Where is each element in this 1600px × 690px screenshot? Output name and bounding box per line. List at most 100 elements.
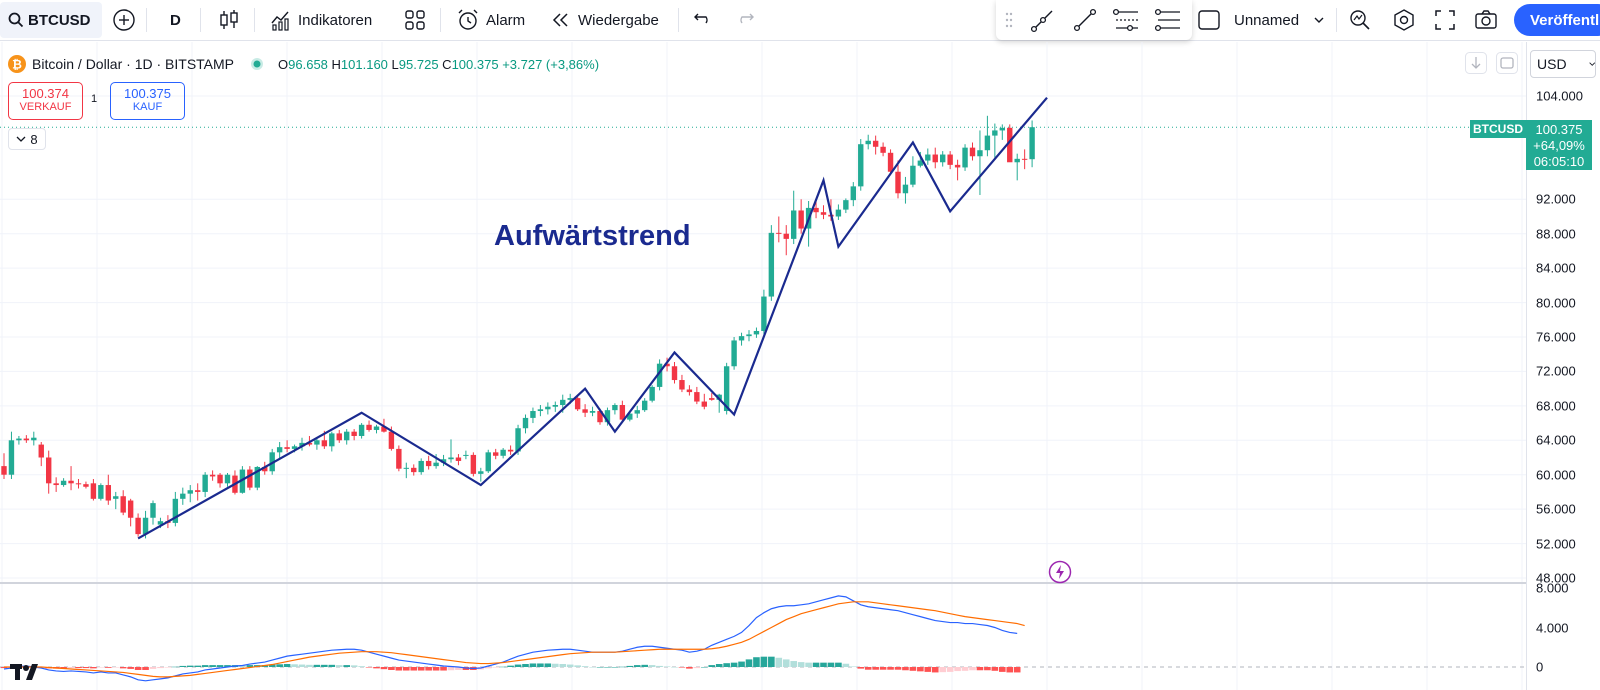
replay-button[interactable]: Wiedergabe [550, 0, 659, 40]
ticker-price-tag: BTCUSD [1470, 120, 1526, 138]
candle-body [1014, 158, 1020, 163]
macd-histogram-bar [641, 664, 648, 667]
candlestick-icon [220, 10, 238, 29]
quick-search-button[interactable] [1348, 0, 1372, 40]
candle-body [68, 480, 74, 484]
candle-body [642, 400, 648, 411]
macd-histogram-bar [157, 667, 164, 669]
candle-body [440, 459, 447, 463]
macd-histogram-bar [857, 667, 865, 669]
candle-body [552, 404, 558, 407]
settings-button[interactable] [1392, 0, 1416, 40]
alarm-button[interactable]: Alarm [456, 0, 525, 40]
macd-histogram-bar [492, 667, 499, 668]
candle-body [709, 398, 715, 400]
currency-select[interactable]: USD [1530, 50, 1596, 78]
macd-histogram-bar [410, 667, 418, 671]
lightning-event-icon[interactable] [1048, 560, 1072, 584]
indicators-collapse-button[interactable]: 8 [8, 128, 46, 150]
candle-body [1029, 127, 1035, 160]
open-key: O [278, 56, 289, 72]
macd-histogram-bar [358, 666, 365, 667]
floating-drawing-toolbar [996, 0, 1192, 40]
macd-histogram-bar [946, 667, 954, 672]
candle-body [522, 417, 529, 429]
scroll-down-icon[interactable] [1465, 52, 1487, 74]
candle-body [1007, 127, 1013, 163]
pitchfork-tool-icon[interactable] [1154, 7, 1182, 33]
trend-annotation[interactable]: Aufwärtstrend [494, 220, 691, 252]
macd-histogram-bar [1006, 667, 1014, 673]
symbol-title[interactable]: Bitcoin / Dollar · 1D · BITSTAMP [32, 56, 235, 72]
maximize-pane-icon[interactable] [1496, 52, 1518, 74]
macd-histogram-bar [291, 664, 298, 667]
drag-handle-icon[interactable] [1004, 11, 1014, 29]
zigzag-trend-line [137, 97, 1048, 540]
close-value: 100.375 [451, 56, 499, 72]
candle-body [887, 152, 894, 172]
macd-histogram-bar [842, 663, 850, 667]
fib-retracement-tool-icon[interactable] [1112, 7, 1140, 33]
macd-histogram-bar [917, 667, 924, 672]
macd-histogram-bar [626, 665, 634, 667]
candle-body [478, 471, 484, 474]
last-price-label: 100.375 +64,09% 06:05:10 [1526, 120, 1592, 170]
macd-histogram-bar [879, 667, 887, 670]
signal-line [4, 601, 1025, 678]
macd-histogram-bar [954, 667, 961, 672]
macd-histogram-bar [656, 665, 663, 667]
macd-histogram-bar [753, 657, 760, 667]
macd-histogram-bar [343, 665, 350, 667]
buy-button[interactable]: 100.375 KAUF [110, 82, 185, 120]
indicators-button[interactable]: Indikatoren [270, 0, 372, 40]
candle-body [545, 406, 551, 410]
chart-type-button[interactable] [218, 0, 240, 40]
publish-button[interactable]: Veröffentl [1514, 4, 1600, 36]
layout-button[interactable]: Unnamed [1198, 0, 1325, 40]
macd-histogram-bar [730, 662, 738, 667]
candle-body [90, 483, 97, 499]
spread-value: 1 [91, 93, 98, 105]
templates-button[interactable] [404, 0, 426, 40]
fullscreen-button[interactable] [1434, 0, 1456, 40]
divider [254, 8, 255, 32]
undo-button[interactable] [692, 0, 714, 40]
macd-histogram-bar [365, 667, 373, 668]
candle-body [254, 466, 260, 488]
candle-body [686, 389, 693, 393]
trend-line-tool-icon[interactable] [1030, 7, 1056, 33]
indicators-icon [271, 11, 289, 31]
search-icon [8, 12, 24, 28]
macd-histogram-bar [931, 667, 939, 673]
macd-histogram-bar [566, 664, 574, 667]
candle-body [239, 469, 246, 493]
interval-button[interactable]: D [170, 0, 181, 40]
candle-body [738, 336, 745, 341]
macd-histogram-bar [514, 664, 522, 667]
alarm-label: Alarm [486, 11, 526, 29]
price-tick-label: 92.000 [1536, 191, 1576, 207]
candle-body [753, 330, 760, 335]
snapshot-button[interactable] [1474, 0, 1498, 40]
candle-body [701, 401, 707, 407]
candle-body [858, 144, 864, 187]
macd-histogram-bar [127, 667, 134, 669]
candle-body [23, 438, 30, 441]
redo-button[interactable] [734, 0, 756, 40]
macd-histogram-bar [298, 664, 306, 667]
candle-body [120, 496, 126, 513]
ray-tool-icon[interactable] [1072, 7, 1098, 33]
candle-body [716, 394, 722, 400]
candle-body [969, 147, 976, 157]
macd-histogram-bar [268, 664, 276, 667]
macd-histogram-bar [417, 667, 425, 671]
macd-histogram-bar [596, 667, 604, 668]
macd-histogram-bar [119, 667, 127, 669]
price-tick-label: 60.000 [1536, 467, 1576, 483]
symbol-search-button[interactable]: BTCUSD [0, 2, 102, 38]
sell-button[interactable]: 100.374 VERKAUF [8, 82, 83, 120]
candle-body [1021, 158, 1028, 160]
compare-symbol-button[interactable] [112, 0, 136, 40]
candle-body [418, 460, 424, 473]
